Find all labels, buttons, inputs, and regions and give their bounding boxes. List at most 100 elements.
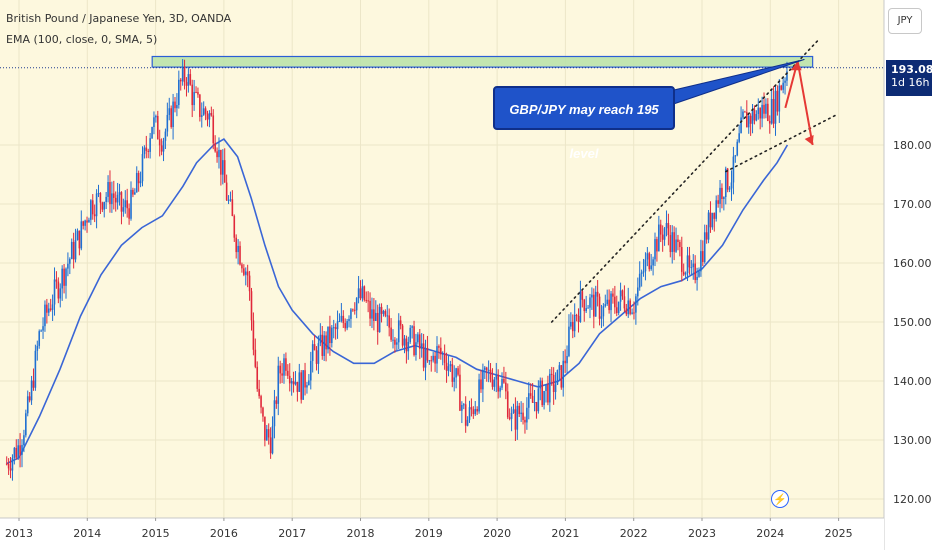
candle-body — [308, 380, 310, 386]
candle-body — [705, 232, 708, 240]
candle-body — [244, 271, 247, 275]
candle-body — [692, 263, 695, 268]
candle-body — [342, 315, 345, 324]
candle-body — [25, 413, 27, 436]
forecast-callout: GBP/JPY may reach 195 level — [493, 86, 675, 161]
candle-body — [321, 334, 324, 356]
candle-body — [531, 395, 534, 403]
candle-body — [661, 234, 664, 240]
candle-body — [566, 355, 568, 364]
candle-body — [204, 108, 207, 114]
candle-body — [436, 346, 438, 364]
candle-body — [671, 232, 674, 253]
candle-body — [482, 369, 484, 390]
candle-body — [770, 98, 773, 124]
candle-body — [441, 353, 444, 355]
candle-body — [520, 412, 522, 415]
candle-body — [199, 94, 201, 117]
candle-body — [742, 111, 744, 118]
candle-body — [527, 393, 530, 408]
candle-body — [147, 150, 150, 152]
candle-body — [508, 417, 511, 419]
candle-body — [202, 108, 205, 116]
candle-body — [665, 223, 668, 229]
candle-body — [667, 223, 670, 236]
candle-body — [348, 318, 350, 322]
candle-body — [267, 429, 270, 438]
candle-body — [451, 364, 454, 382]
candle-body — [560, 365, 563, 388]
candle-body — [36, 345, 39, 351]
candle-body — [573, 314, 576, 332]
candle-body — [164, 131, 167, 141]
candle-body — [449, 364, 452, 367]
candle-body — [91, 200, 94, 215]
candle-body — [273, 400, 276, 427]
candle-body — [218, 149, 220, 158]
candle-body — [738, 133, 740, 142]
candle-body — [302, 370, 304, 400]
candle-body — [409, 327, 412, 342]
candle-body — [646, 253, 649, 260]
candle-body — [478, 379, 480, 412]
candle-body — [145, 147, 148, 151]
candle-body — [227, 199, 230, 201]
candle-body — [46, 304, 48, 313]
candle-body — [256, 366, 259, 389]
candle-body — [135, 172, 138, 193]
candle-body — [174, 101, 176, 109]
candle-body — [768, 120, 771, 124]
candle-body — [518, 405, 521, 415]
candle-body — [72, 241, 75, 260]
candle-body — [128, 208, 130, 219]
candle-body — [744, 111, 746, 113]
candle-body — [418, 334, 421, 349]
candle-body — [170, 108, 172, 128]
candle-body — [755, 114, 758, 121]
candle-body — [122, 207, 125, 212]
candle-body — [200, 115, 203, 117]
candle-body — [195, 91, 197, 93]
candle-body — [411, 326, 413, 328]
y-tick-label: 170.000 — [893, 198, 932, 211]
candle-body — [535, 402, 538, 412]
candle-body — [382, 311, 385, 314]
candle-body — [394, 339, 396, 345]
candle-body — [76, 230, 79, 241]
candle-body — [7, 463, 10, 469]
candle-body — [587, 307, 589, 309]
candle-body — [669, 235, 672, 253]
candle-body — [19, 445, 21, 455]
candle-body — [338, 321, 341, 323]
candle-body — [9, 468, 12, 471]
candle-body — [334, 327, 337, 330]
indicator-legend[interactable]: EMA (100, close, 0, SMA, 5) — [6, 33, 158, 46]
candle-body — [191, 84, 194, 106]
currency-badge[interactable]: JPY — [888, 8, 922, 34]
candle-body — [44, 304, 46, 327]
candle-body — [197, 92, 199, 95]
candle-body — [593, 294, 595, 317]
candle-body — [84, 220, 86, 226]
candle-body — [113, 193, 115, 198]
candle-body — [353, 309, 356, 311]
candle-body — [292, 381, 295, 385]
candle-body — [290, 381, 293, 384]
candle-body — [472, 409, 475, 415]
candle-body — [730, 182, 733, 189]
candle-body — [462, 404, 465, 406]
candle-body — [644, 259, 647, 272]
candle-body — [619, 290, 622, 302]
candle-body — [399, 320, 402, 326]
candle-body — [694, 263, 696, 281]
candle-body — [466, 419, 469, 426]
candle-body — [134, 192, 136, 195]
candle-body — [132, 189, 134, 195]
candle-body — [315, 350, 318, 364]
candle-body — [621, 290, 624, 297]
flash-icon[interactable]: ⚡ — [771, 490, 789, 508]
candle-body — [675, 239, 677, 252]
candle-body — [539, 380, 542, 389]
candle-body — [658, 224, 660, 252]
